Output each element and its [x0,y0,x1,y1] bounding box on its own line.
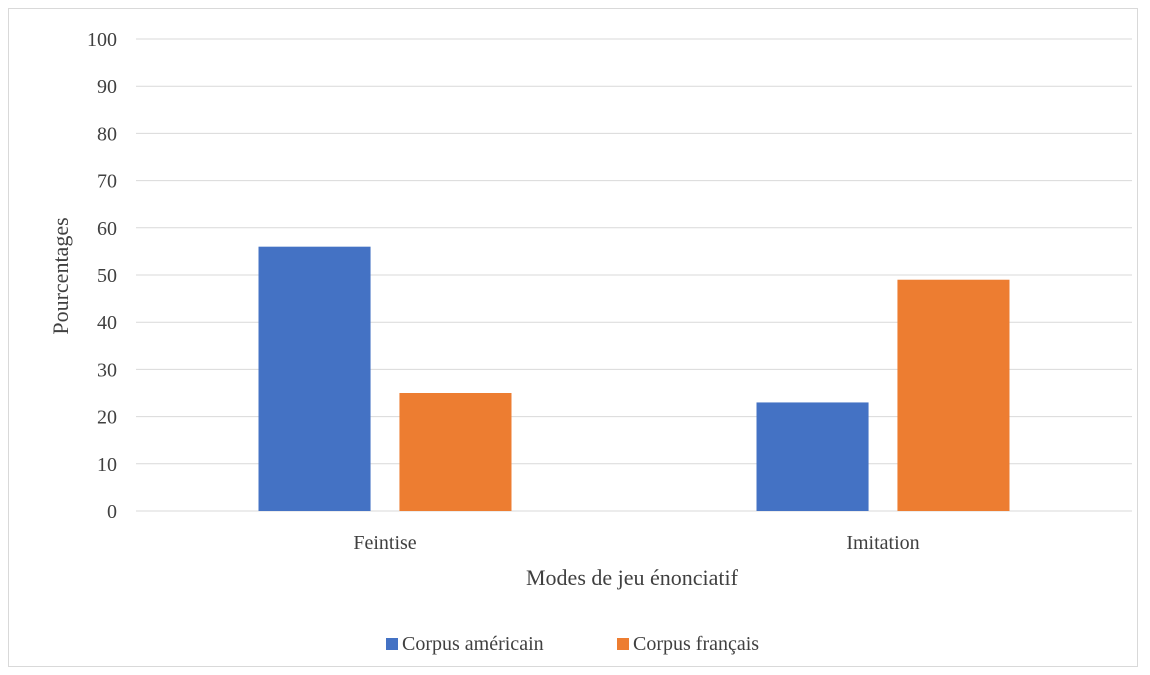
y-tick-label: 60 [97,218,117,240]
y-tick-label: 40 [97,312,117,334]
y-tick-label: 10 [97,454,117,476]
y-tick-label: 0 [107,501,117,523]
y-tick-label: 80 [97,123,117,145]
y-axis-ticks: 0 10 20 30 40 50 60 70 80 90 100 [87,29,117,523]
y-tick-label: 70 [97,171,117,193]
x-axis-ticks: Feintise Imitation [353,532,919,554]
bars [258,246,1010,511]
y-tick-label: 20 [97,407,117,429]
bar-feintise-americain [258,246,371,511]
y-tick-label: 50 [97,265,117,287]
bar-imitation-americain [756,402,869,511]
bar-imitation-francais [897,279,1010,511]
y-tick-label: 30 [97,359,117,381]
y-axis-title: Pourcentages [48,217,73,334]
legend-swatch [386,638,398,650]
legend: Corpus américain Corpus français [386,633,759,655]
bar-feintise-francais [399,393,512,511]
x-tick-label: Feintise [353,532,416,554]
y-tick-label: 90 [97,76,117,98]
x-tick-label: Imitation [846,532,919,554]
legend-label: Corpus français [633,633,759,655]
x-axis-title: Modes de jeu énonciatif [526,565,739,590]
y-tick-label: 100 [87,29,117,51]
legend-swatch [617,638,629,650]
legend-label: Corpus américain [402,633,544,655]
